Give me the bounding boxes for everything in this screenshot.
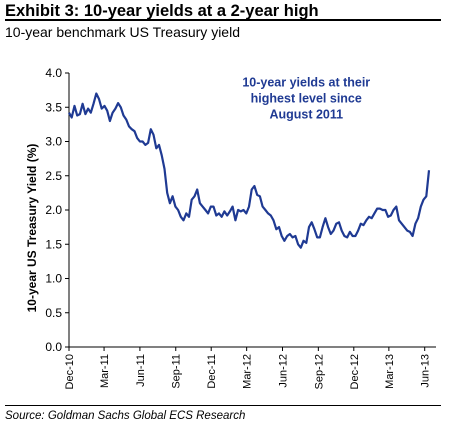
x-tick-label: Sep-11 [171,354,183,389]
y-axis-label: 10-year US Treasury Yield (%) [25,144,39,313]
x-tick-label: Mar-11 [99,354,111,388]
chart-title: Exhibit 3: 10-year yields at a 2-year hi… [5,2,319,20]
y-tick-label: 3.0 [45,135,62,149]
y-tick-label: 0.0 [45,340,62,354]
y-tick-label: 4.0 [45,66,62,80]
annotation-line: 10-year yields at their [242,76,370,90]
chart-subtitle: 10-year benchmark US Treasury yield [5,24,240,40]
y-tick-label: 2.0 [45,203,62,217]
footer-rule [5,405,441,406]
y-ticks: 0.0 0.5 1.0 1.5 2.0 2.5 3.0 3.5 4.0 [45,66,69,354]
x-tick-label: Jun-11 [135,354,147,387]
x-tick-label: Jun-12 [277,354,289,388]
y-tick-label: 1.5 [45,237,62,251]
y-tick-label: 1.0 [45,272,62,286]
annotation-line: highest level since [251,92,362,106]
y-tick-label: 3.5 [45,100,62,114]
x-tick-label: Mar-12 [242,354,254,389]
y-tick-label: 0.5 [45,306,62,320]
series-layer [68,92,431,249]
annotation-line: August 2011 [269,108,343,122]
x-tick-label: Mar-13 [384,354,396,389]
x-tick-label: Sep-12 [313,354,325,389]
y-axis-label-group: 10-year US Treasury Yield (%) [25,144,39,313]
x-tick-label: Dec-12 [349,354,361,389]
source-note: Source: Goldman Sachs Global ECS Researc… [5,410,246,422]
series-line [68,92,431,249]
title-rule [5,19,441,21]
x-tick-label: Dec-11 [206,354,218,389]
annotation: 10-year yields at their highest level sin… [242,76,370,122]
y-tick-label: 2.5 [45,169,62,183]
x-tick-label: Jun-13 [420,354,432,388]
x-tick-label: Dec-10 [64,354,76,389]
x-ticks: Dec-10 Mar-11 Jun-11 Sep-11 Dec-11 Mar-12 Jun-… [64,347,432,389]
